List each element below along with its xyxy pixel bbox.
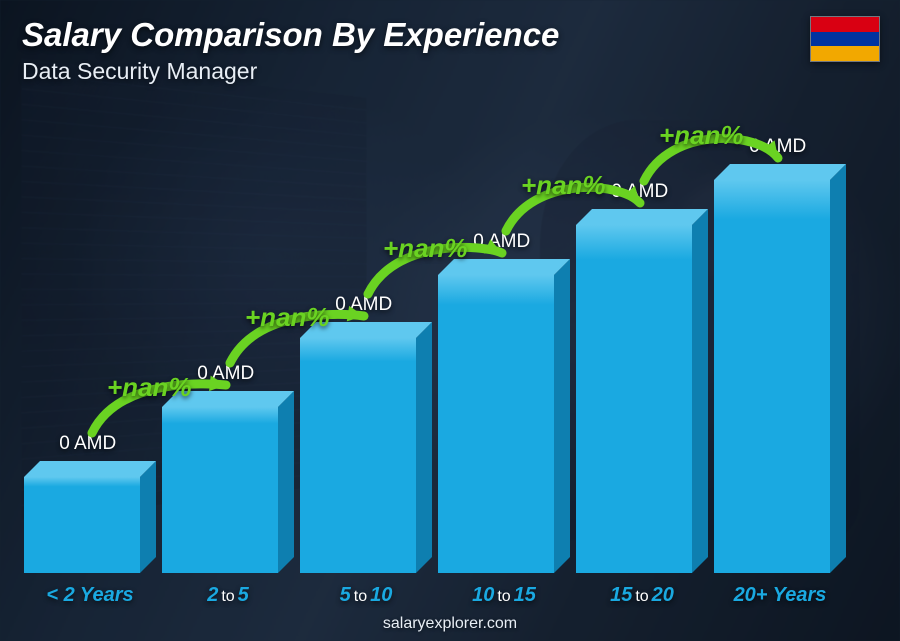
country-flag: [810, 16, 880, 62]
increase-pct-label: +nan%: [245, 302, 330, 333]
increase-pct-label: +nan%: [659, 120, 744, 151]
x-label-0: < 2 Years: [24, 584, 156, 607]
bar-front: [24, 477, 140, 573]
x-label-5: 20+ Years: [714, 584, 846, 607]
bar-side: [554, 259, 570, 573]
page-subtitle: Data Security Manager: [22, 58, 257, 85]
x-label-4: 15to20: [576, 584, 708, 607]
x-label-1: 2to5: [162, 584, 294, 607]
x-label-3: 10to15: [438, 584, 570, 607]
bar-0: 0 AMD: [24, 477, 156, 573]
increase-pct-label: +nan%: [521, 170, 606, 201]
x-label-2: 5to10: [300, 584, 432, 607]
flag-stripe-2: [811, 32, 879, 47]
increase-arrow-icon: [594, 84, 812, 239]
bar-side: [830, 164, 846, 573]
bar-side: [692, 209, 708, 573]
page-title: Salary Comparison By Experience: [22, 16, 559, 54]
x-axis-labels: < 2 Years 2to5 5to10 10to15 15to20 20+ Years: [24, 584, 846, 607]
increase-pct-label: +nan%: [107, 372, 192, 403]
flag-stripe-1: [811, 17, 879, 32]
increase-pct-label: +nan%: [383, 233, 468, 264]
bar-side: [416, 322, 432, 573]
footer-credit: salaryexplorer.com: [0, 615, 900, 633]
bar-3d: [24, 477, 156, 573]
infographic-stage: Salary Comparison By Experience Data Sec…: [0, 0, 900, 641]
flag-stripe-3: [811, 46, 879, 61]
